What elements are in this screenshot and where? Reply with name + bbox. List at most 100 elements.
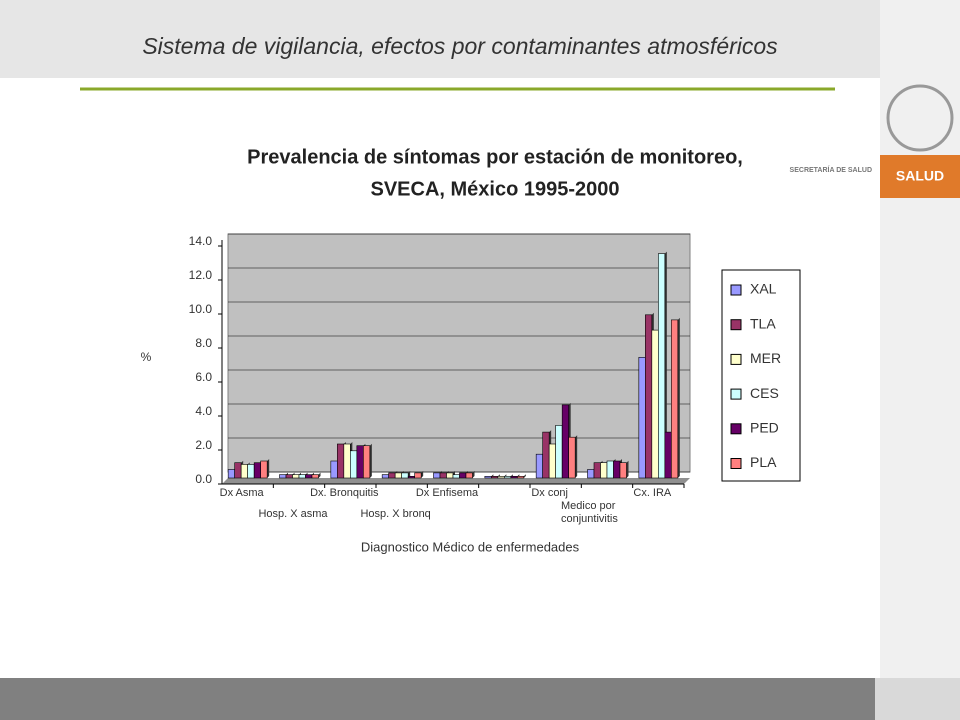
bar (619, 462, 627, 479)
bar (292, 474, 300, 479)
y-tick-label: 0.0 (195, 472, 212, 486)
bar (337, 443, 345, 479)
legend-swatch (730, 423, 742, 435)
bar (285, 474, 293, 479)
bar (548, 443, 556, 479)
legend-label: CES (750, 385, 779, 401)
bar (356, 445, 364, 479)
bar (459, 472, 467, 479)
bar (311, 474, 319, 479)
agency: SECRETARÍA DE SALUD (790, 165, 872, 174)
plot-floor (222, 478, 690, 484)
x-tick-label: Medico por conjuntivitis (561, 500, 618, 525)
bar (561, 404, 569, 479)
bar-side (369, 443, 372, 478)
bar (658, 253, 666, 479)
legend-swatch (730, 284, 742, 296)
bar (555, 424, 563, 479)
bar (407, 475, 415, 479)
bar (394, 472, 402, 479)
bar (587, 469, 595, 479)
x-axis-label: Diagnostico Médico de enfermedades (361, 539, 580, 554)
legend-swatch (730, 388, 742, 400)
legend-swatch (730, 319, 742, 331)
legend-box (721, 269, 801, 482)
bar (247, 464, 255, 479)
footer-band (0, 678, 875, 720)
bar (330, 460, 338, 479)
x-tick-label: Dx Asma (219, 487, 264, 499)
y-tick-label: 4.0 (195, 404, 212, 418)
bar (253, 462, 261, 479)
bar (484, 475, 492, 479)
brand-box (880, 155, 960, 198)
bar (343, 443, 351, 479)
y-tick-label: 2.0 (195, 438, 212, 452)
bar-side (523, 474, 526, 478)
bar-side (664, 251, 667, 478)
legend-label: MER (750, 350, 781, 366)
bar (497, 475, 505, 479)
x-tick-label: Dx. Bronquitis (310, 487, 379, 499)
bar (446, 472, 454, 479)
bar (350, 450, 358, 479)
bar (542, 431, 550, 479)
x-tick-label: Hosp. X bronq (360, 508, 431, 520)
header-band (0, 0, 880, 78)
bar (298, 474, 306, 479)
x-tick-label: Dx conj (531, 487, 568, 499)
legend-swatch (730, 458, 742, 469)
bar (535, 453, 543, 479)
y-tick-label: 14.0 (189, 234, 213, 248)
chart-subtitle: SVECA, México 1995-2000 (370, 178, 619, 200)
bar-side (421, 470, 424, 478)
y-tick-label: 8.0 (195, 336, 212, 350)
bar (465, 472, 473, 479)
bar (414, 472, 422, 479)
bar (439, 472, 447, 479)
bar-side (626, 460, 629, 478)
bar (510, 475, 518, 479)
bar (491, 475, 499, 479)
bar (234, 462, 242, 479)
header-title: Sistema de vigilancia, efectos por conta… (142, 33, 778, 59)
bar (671, 319, 679, 479)
legend-swatch (730, 353, 742, 365)
y-tick-label: 10.0 (189, 302, 213, 316)
bar-side (267, 459, 270, 478)
bar (305, 474, 313, 479)
chart-title: Prevalencia de síntomas por estación de … (247, 146, 743, 168)
bar (613, 460, 621, 479)
x-tick-label: Hosp. X asma (258, 508, 328, 520)
bar-side (472, 470, 475, 478)
y-tick-label: 6.0 (195, 370, 212, 384)
bar (452, 474, 460, 479)
bar (568, 436, 576, 479)
bar (388, 472, 396, 479)
bar (227, 469, 235, 479)
y-axis-label: % (141, 350, 152, 364)
y-tick-label: 12.0 (189, 268, 213, 282)
plot-wall (227, 233, 691, 473)
bar (651, 329, 659, 479)
side-panel (880, 0, 960, 678)
bar (260, 460, 268, 479)
bar (606, 460, 614, 479)
bar (381, 474, 389, 479)
bar (433, 472, 441, 479)
brand: SALUD (896, 168, 944, 184)
bar (517, 475, 525, 479)
legend-label: XAL (750, 281, 777, 297)
x-tick-label: Dx Enfisema (415, 487, 479, 499)
bar (600, 462, 608, 479)
bar-side (318, 472, 321, 478)
seal (886, 84, 954, 152)
legend-label: PLA (750, 454, 777, 470)
bar (645, 314, 653, 479)
bar (638, 356, 646, 479)
legend-label: PED (750, 420, 779, 436)
bar (363, 445, 371, 479)
bar (279, 474, 287, 479)
bar (504, 475, 512, 479)
